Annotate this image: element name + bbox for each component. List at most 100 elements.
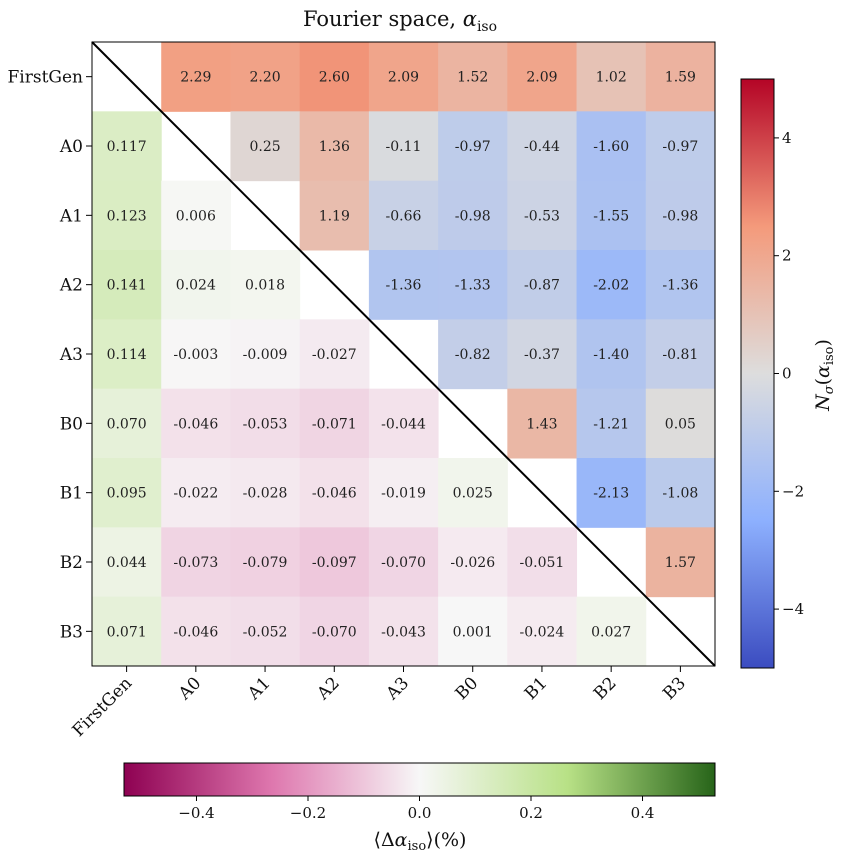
cell-value-label: -0.53 <box>524 208 560 224</box>
cell-value-label: -0.046 <box>173 416 218 432</box>
cell-value-label: -0.070 <box>312 624 357 640</box>
nsigma-cell <box>438 42 508 112</box>
cell-value-label: -1.40 <box>593 347 629 363</box>
nsigma-cell <box>368 111 439 182</box>
delta-alpha-cell <box>92 527 162 598</box>
delta-alpha-cell <box>368 388 439 459</box>
delta-alpha-cell <box>299 527 370 598</box>
nsigma-cell <box>161 42 231 112</box>
nsigma-cell <box>438 319 508 390</box>
right-colorbar <box>740 78 775 669</box>
delta-alpha-cell <box>92 388 162 459</box>
nsigma-cell <box>438 111 508 182</box>
delta-alpha-cell <box>161 527 231 598</box>
bottom-colorbar-label: ⟨Δαiso⟩(%) <box>374 829 467 854</box>
x-tick-label: A3 <box>382 673 413 704</box>
cell-value-label: -0.11 <box>386 139 422 155</box>
cell-value-label: -2.02 <box>593 278 629 294</box>
cell-value-label: 0.024 <box>176 278 216 294</box>
nsigma-cell <box>576 458 647 528</box>
delta-alpha-cell <box>161 250 231 320</box>
y-tick-label: B0 <box>60 414 83 434</box>
right-colorbar-tick-label: 0 <box>782 365 792 383</box>
cell-value-label: 1.43 <box>526 416 557 432</box>
nsigma-cell <box>576 250 647 320</box>
cell-value-label: 1.59 <box>665 70 696 86</box>
nsigma-cell <box>507 319 578 390</box>
cell-value-label: 0.071 <box>107 624 147 640</box>
delta-alpha-cell <box>230 596 301 667</box>
cell-value-label: -1.55 <box>593 208 629 224</box>
cell-value-label: 0.141 <box>107 278 147 294</box>
cell-value-label: 0.025 <box>453 486 493 502</box>
delta-alpha-cell <box>92 458 162 528</box>
nsigma-cell <box>645 180 716 251</box>
cell-value-label: 0.123 <box>107 208 147 224</box>
nsigma-cell <box>507 111 578 182</box>
cell-value-label: -0.009 <box>243 347 288 363</box>
cell-value-label: -0.022 <box>173 486 218 502</box>
cell-value-label: 0.095 <box>107 486 147 502</box>
bottom-colorbar-ticks: −0.4 −0.2 0.0 0.2 0.4 <box>178 796 654 822</box>
delta-alpha-cell <box>368 527 439 598</box>
y-tick-label: FirstGen <box>7 68 83 88</box>
delta-alpha-cell <box>299 319 370 390</box>
cell-value-label: -0.070 <box>381 555 426 571</box>
cell-value-label: -0.046 <box>312 486 357 502</box>
nsigma-cell <box>576 319 647 390</box>
cell-value-label: 0.117 <box>107 139 147 155</box>
y-tick-label: B3 <box>60 622 83 642</box>
cell-value-label: -0.97 <box>662 139 698 155</box>
heatmap-cells: 2.29 2.20 2.60 2.09 1.52 2.09 1.02 1.59 0.117 0.2… <box>92 42 716 667</box>
x-tick-label: A2 <box>313 673 344 704</box>
cell-value-label: -0.37 <box>524 347 560 363</box>
nsigma-cell <box>576 111 647 182</box>
delta-alpha-cell <box>438 527 508 598</box>
nsigma-cell <box>299 42 370 112</box>
cell-value-label: -0.073 <box>173 555 218 571</box>
cell-value-label: -0.046 <box>173 624 218 640</box>
delta-alpha-cell <box>230 458 301 528</box>
cell-value-label: -0.071 <box>312 416 357 432</box>
cell-value-label: -1.60 <box>593 139 629 155</box>
cell-value-label: -0.003 <box>173 347 218 363</box>
chart-title: Fourier space, αiso <box>303 7 497 35</box>
right-colorbar-tick-label: 4 <box>782 129 792 147</box>
right-colorbar-tick-label: 2 <box>782 247 792 265</box>
cell-value-label: -0.024 <box>520 624 565 640</box>
delta-alpha-cell <box>368 458 439 528</box>
delta-alpha-cell <box>92 596 162 667</box>
bottom-colorbar-tick-label: 0.2 <box>519 804 543 822</box>
delta-alpha-cell <box>438 458 508 528</box>
cell-value-label: 0.001 <box>453 624 493 640</box>
nsigma-cell <box>645 111 716 182</box>
cell-value-label: -1.08 <box>662 486 698 502</box>
x-tick-label: B0 <box>452 673 483 704</box>
cell-value-label: 2.09 <box>526 70 557 86</box>
cell-value-label: -0.051 <box>520 555 565 571</box>
cell-value-label: -0.097 <box>312 555 357 571</box>
diagonal-line <box>91 41 716 667</box>
bottom-colorbar-tick-label: 0.4 <box>631 804 655 822</box>
delta-alpha-cell <box>92 319 162 390</box>
delta-alpha-cell <box>161 596 231 667</box>
delta-alpha-cell <box>299 458 370 528</box>
delta-alpha-cell <box>438 596 508 667</box>
bottom-colorbar-tick-label: −0.4 <box>178 804 214 822</box>
cell-value-label: -0.66 <box>386 208 422 224</box>
x-tick-label: B2 <box>590 673 621 704</box>
nsigma-cell <box>507 388 578 459</box>
cell-value-label: 1.57 <box>665 555 696 571</box>
cell-value-label: 0.25 <box>249 139 280 155</box>
y-tick-label: B2 <box>60 553 83 573</box>
nsigma-cell <box>368 42 439 112</box>
bottom-colorbar <box>123 762 716 797</box>
nsigma-cell <box>299 180 370 251</box>
right-colorbar-ticks: −4 −2 0 2 4 <box>774 129 804 618</box>
cell-value-label: 0.018 <box>245 278 285 294</box>
cell-value-label: -0.87 <box>524 278 560 294</box>
cell-value-label: -1.36 <box>662 278 698 294</box>
delta-alpha-cell <box>161 388 231 459</box>
cell-value-label: -0.026 <box>450 555 495 571</box>
cell-value-label: 1.02 <box>596 70 627 86</box>
